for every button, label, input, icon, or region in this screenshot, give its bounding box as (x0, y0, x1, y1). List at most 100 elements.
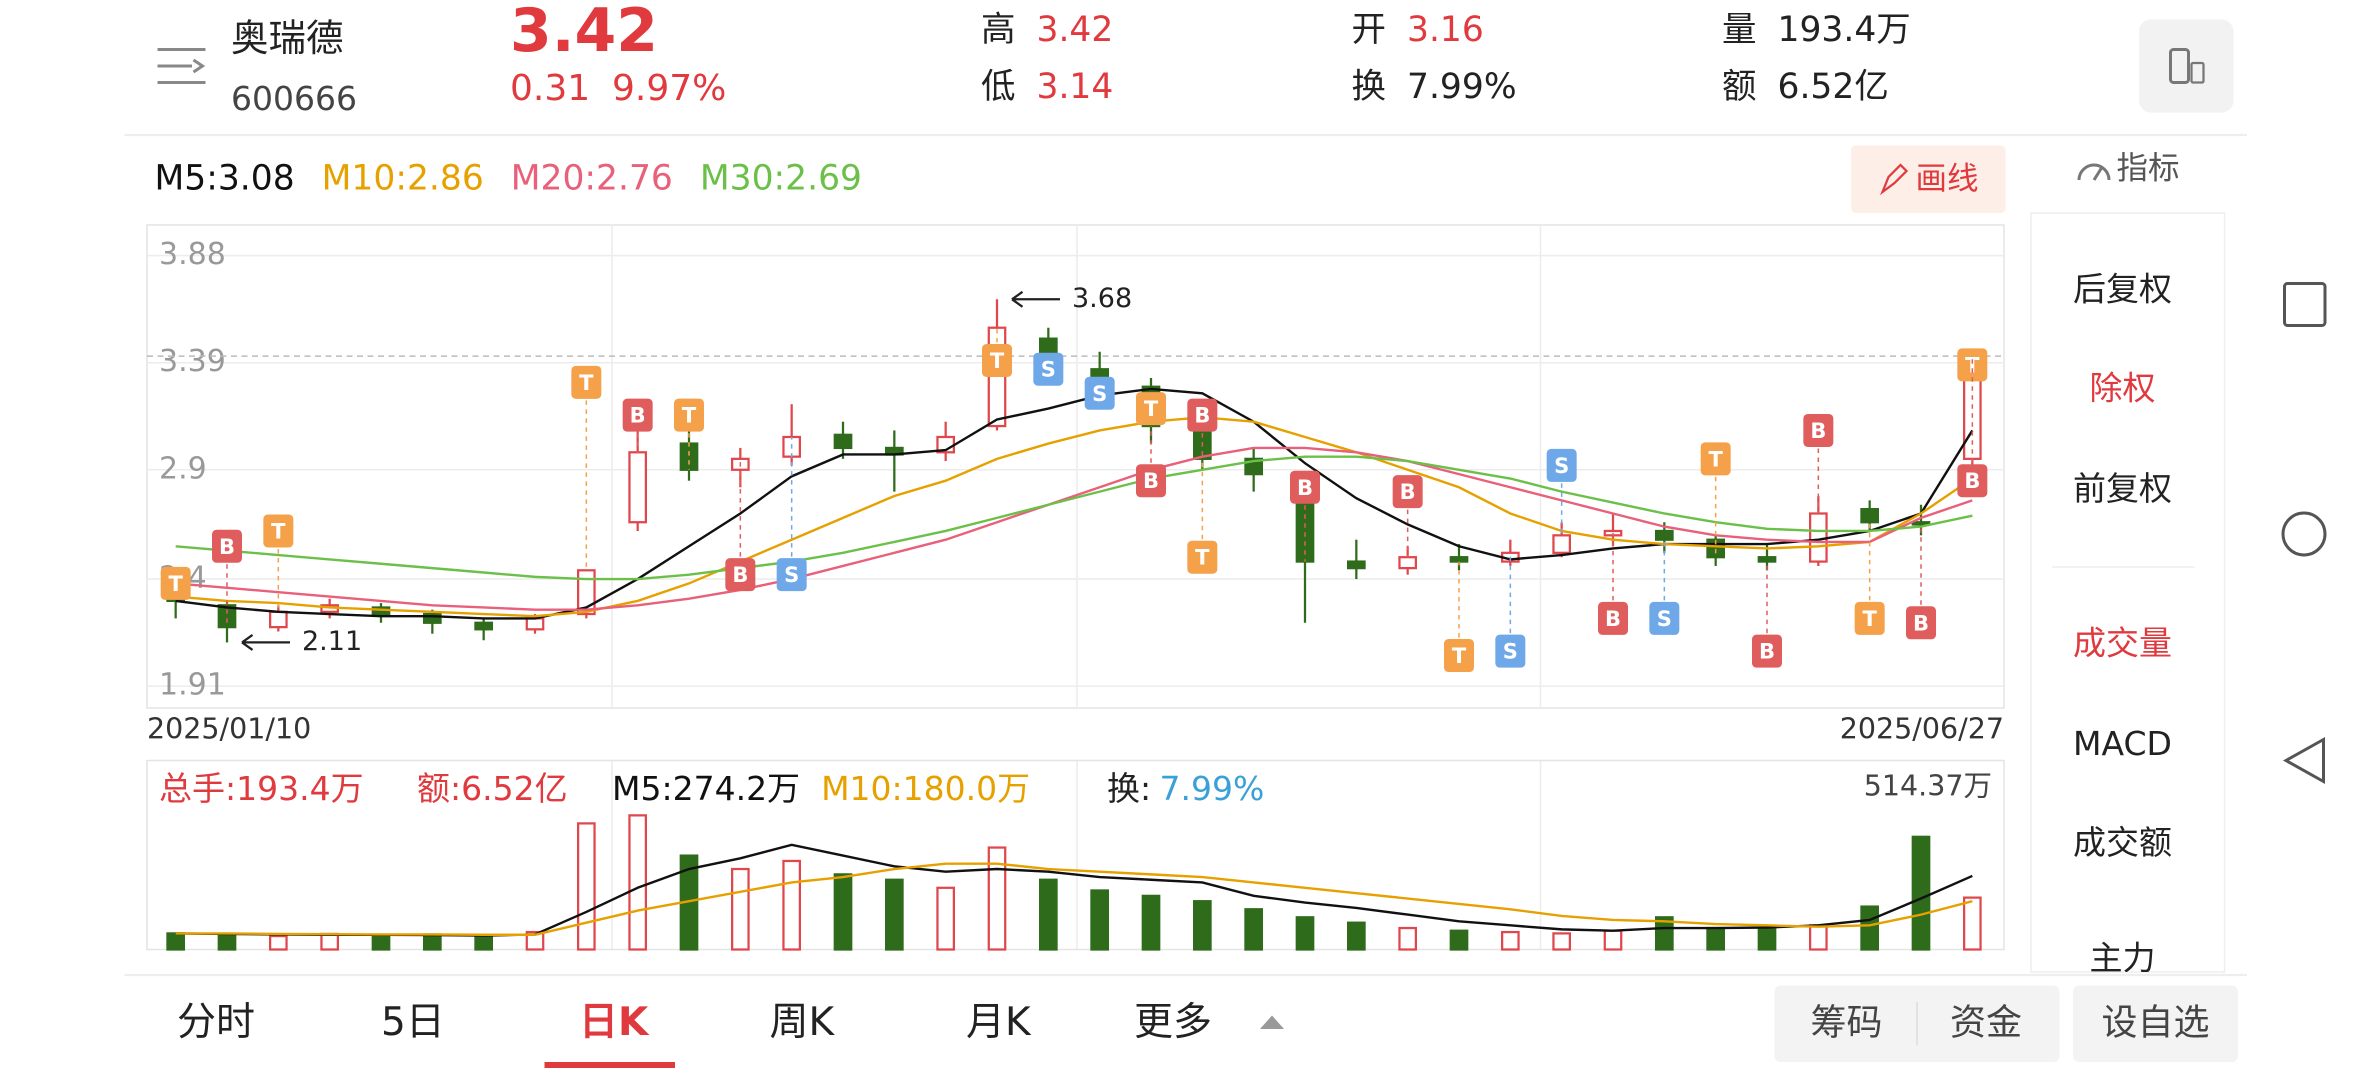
candle-body (1346, 560, 1366, 570)
volume-bar (1398, 926, 1418, 951)
candle-body (833, 433, 853, 450)
signal-badge (1803, 413, 1834, 447)
signal-badge (1495, 634, 1526, 668)
volume-bar (1500, 930, 1520, 951)
indicator-label: 指标 (2117, 151, 2180, 187)
nav-home[interactable] (2281, 511, 2327, 557)
volume-bar (1449, 929, 1469, 951)
price-change: 0.31 (510, 68, 590, 109)
volume-bar (1192, 900, 1212, 951)
volume-bar (1295, 916, 1315, 951)
volume-bar (1603, 929, 1623, 951)
volume-frame (146, 759, 2005, 951)
candle-body (576, 569, 596, 616)
tab[interactable]: 分时 (177, 1000, 255, 1045)
volume-bar (1706, 926, 1726, 951)
volume-bar (525, 930, 545, 951)
signal-label: B (732, 563, 748, 587)
volume-bar (730, 867, 750, 951)
menu-icon[interactable] (157, 48, 206, 84)
volume-bar (320, 932, 340, 951)
signal-label: B (1400, 480, 1416, 504)
stock-code: 600666 (231, 79, 357, 118)
signal-badge (1392, 475, 1423, 509)
nav-recents[interactable] (2283, 282, 2327, 327)
tab[interactable]: 更多 (1134, 1000, 1212, 1045)
signal-badge (1136, 464, 1166, 498)
signal-label: T (169, 572, 184, 596)
candle-body (1911, 521, 1931, 526)
more-arrow (1260, 1015, 1284, 1029)
annotation-arrow (241, 634, 290, 651)
signal-label: T (1452, 644, 1467, 668)
candle-body (1860, 507, 1880, 524)
candle-body (1398, 556, 1418, 570)
side-item[interactable]: MACD (2073, 724, 2172, 763)
price-change-pct: 9.97% (612, 68, 726, 109)
stat-label: 开 (1352, 10, 1387, 50)
volume-bar (576, 822, 596, 951)
legend-entry: M10:2.86 (322, 159, 484, 199)
candle-body (422, 612, 442, 624)
ma-line (175, 455, 1973, 581)
tab-underline (544, 1062, 675, 1068)
indicator-button[interactable]: 指标 (2077, 151, 2180, 187)
button[interactable]: 筹码 (1810, 1003, 1882, 1044)
signal-badge (1444, 639, 1474, 673)
y-tick-label: 3.88 (159, 237, 226, 272)
layout-button[interactable] (2139, 19, 2234, 113)
side-item[interactable]: 前复权 (2073, 469, 2172, 508)
volume-bar (1654, 916, 1674, 951)
signal-badge (1598, 601, 1628, 635)
button[interactable]: 设自选 (2101, 1003, 2209, 1044)
tab[interactable]: 5日 (381, 1000, 445, 1045)
volume-bar (1090, 889, 1110, 951)
candle-body (1757, 556, 1777, 563)
signal-badge (1700, 442, 1731, 476)
legend-entry: M5:3.08 (155, 159, 295, 199)
tab[interactable]: 周K (770, 1000, 836, 1045)
signal-badge (1752, 634, 1782, 668)
volume-bar (217, 933, 237, 951)
tab-active[interactable]: 日K (579, 1000, 650, 1045)
signal-label: T (1195, 546, 1210, 570)
volume-bar (1038, 878, 1058, 951)
y-tick-label: 3.39 (159, 344, 226, 379)
draw-button[interactable]: 画线 (1851, 145, 2006, 214)
side-item[interactable]: 主力 (2090, 939, 2156, 978)
signal-badge (1136, 392, 1166, 426)
candle-body (1654, 529, 1674, 541)
tab[interactable]: 月K (966, 1000, 1032, 1045)
button-bg (2073, 985, 2238, 1062)
volume-bar (166, 932, 186, 951)
button[interactable]: 资金 (1950, 1003, 2022, 1044)
signal-badge (982, 344, 1012, 378)
nav-back[interactable] (2282, 736, 2325, 785)
signal-label: S (784, 563, 799, 587)
stock-name: 奥瑞德 (231, 16, 344, 60)
signal-label: B (630, 404, 646, 428)
stat-value: 6.52亿 (1778, 67, 1889, 107)
signal-badge (1854, 601, 1885, 635)
side-item[interactable]: 除权 (2090, 369, 2156, 408)
x-tick-label: 2025/01/10 (147, 713, 311, 746)
volume-bar (474, 935, 494, 951)
side-item[interactable]: 后复权 (2073, 270, 2172, 309)
volume-header: 总手:193.4万 (159, 769, 364, 808)
draw-label: 画线 (1915, 161, 1978, 197)
stat-label: 低 (981, 67, 1016, 107)
signal-badge (160, 566, 191, 600)
x-tick-label: 2025/06/27 (1840, 713, 2004, 746)
candle-body (1449, 556, 1469, 563)
signal-label: T (1965, 353, 1980, 377)
signal-label: T (1863, 607, 1878, 631)
side-item[interactable]: 成交量 (2073, 624, 2172, 663)
volume-bar (833, 873, 853, 951)
signal-badge (263, 514, 294, 548)
y-tick-label: 1.91 (159, 668, 226, 703)
side-item[interactable]: 成交额 (2073, 823, 2172, 862)
signal-label: B (1143, 469, 1159, 493)
volume-bar (1244, 908, 1264, 951)
signal-label: B (219, 535, 235, 559)
